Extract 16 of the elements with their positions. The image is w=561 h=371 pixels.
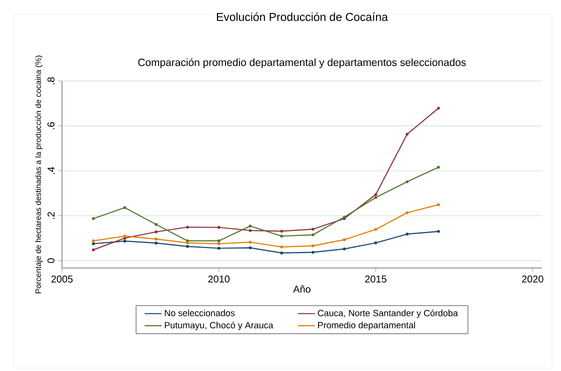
x-tick-label: 2015 bbox=[365, 276, 386, 283]
chart-subtitle: Comparación promedio departamental y departamentos seleccionados bbox=[138, 58, 466, 68]
chart-title: Evolución Producción de Cocaína bbox=[216, 12, 388, 22]
y-tick-label: .4 bbox=[48, 166, 54, 174]
x-tick-label: 2020 bbox=[522, 276, 544, 283]
x-axis-title: Año bbox=[293, 285, 310, 293]
x-tick-label: 2010 bbox=[208, 276, 230, 283]
legend-label: Promedio departamental bbox=[318, 322, 415, 330]
y-tick-label: .8 bbox=[47, 77, 54, 84]
y-tick-label: .2 bbox=[48, 212, 54, 219]
y-tick-label: 0 bbox=[47, 258, 54, 263]
legend-label: Cauca, Norte Santander y Córdoba bbox=[318, 310, 458, 318]
legend-label: No seleccionados bbox=[164, 310, 235, 316]
y-tick-label: .6 bbox=[47, 122, 54, 130]
legend-label: Putumayu, Chocó y Arauca bbox=[164, 322, 274, 330]
x-tick-label: 2005 bbox=[51, 276, 73, 283]
